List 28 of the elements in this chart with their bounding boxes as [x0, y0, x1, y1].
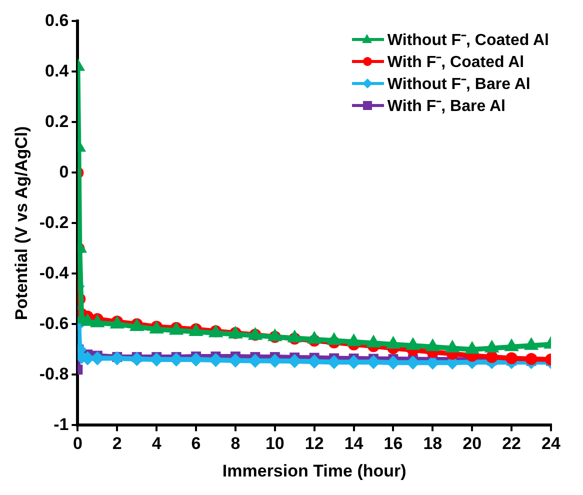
x-tick-label: 2	[112, 434, 122, 454]
x-tick-label: 22	[502, 434, 522, 454]
y-tick-label: 0.4	[45, 61, 70, 80]
x-tick-label: 6	[191, 434, 201, 454]
x-tick-label: 20	[462, 434, 482, 454]
y-tick-label: 0.6	[45, 10, 69, 30]
y-axis-title: Potential (V vs Ag/AgCl)	[12, 126, 31, 320]
legend-label: Without F⁻, Bare Al	[387, 75, 530, 94]
x-axis-title: Immersion Time (hour)	[222, 461, 406, 480]
legend-label: With F⁻, Coated Al	[387, 53, 524, 72]
x-tick-label: 16	[384, 434, 403, 454]
x-tick-label: 10	[265, 434, 284, 454]
y-tick-label: 0	[59, 162, 69, 182]
legend-label: Without F⁻, Coated Al	[387, 31, 549, 50]
x-tick-label: 12	[304, 434, 324, 454]
y-tick-label: -0.8	[39, 364, 69, 384]
x-tick-label: 18	[423, 434, 442, 454]
legend-label: With F⁻, Bare Al	[387, 97, 506, 116]
y-tick-label: -0.2	[39, 212, 69, 232]
y-tick-label: -0.4	[39, 263, 70, 282]
y-tick-label: 0.2	[45, 112, 69, 131]
x-tick-label: 24	[542, 434, 561, 454]
y-tick-label: -1	[54, 414, 69, 434]
x-tick-label: 8	[230, 434, 240, 454]
x-tick-label: 14	[344, 434, 364, 454]
y-tick-label: -0.6	[39, 314, 69, 333]
x-tick-label: 0	[72, 434, 82, 454]
x-tick-label: 4	[152, 434, 162, 454]
